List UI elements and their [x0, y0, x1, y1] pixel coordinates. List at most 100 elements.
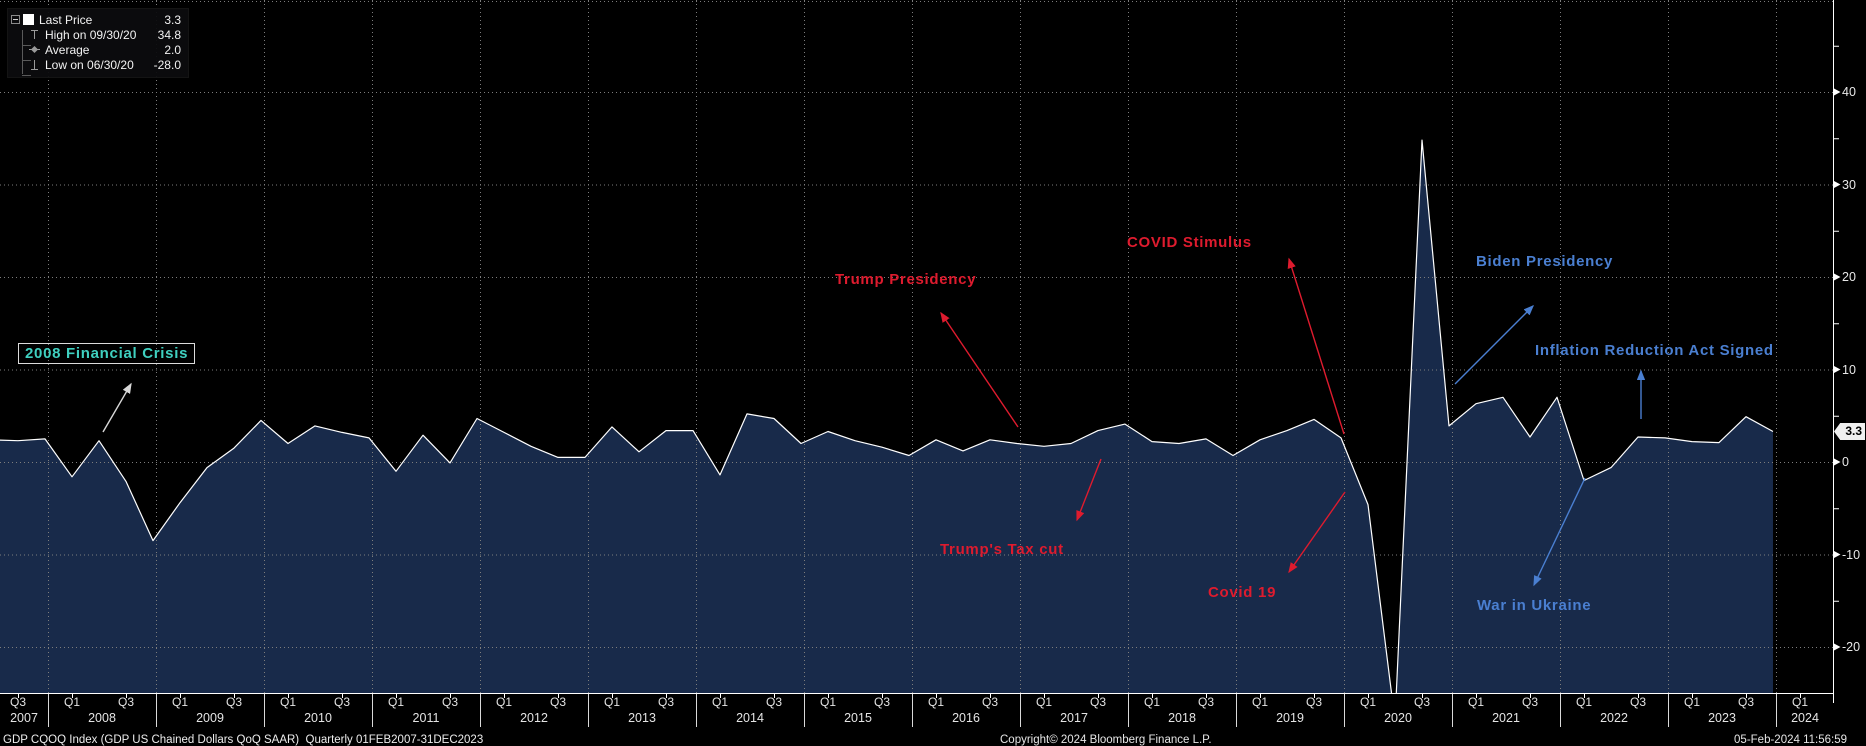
y-tick-label: 0 [1842, 455, 1849, 469]
x-quarter-label: Q3 [1737, 695, 1754, 709]
x-quarter-label: Q1 [1143, 695, 1160, 709]
legend-label: Average [45, 42, 90, 57]
annotation-arrow-war-in-ukraine [1533, 477, 1586, 587]
x-quarter-label: Q3 [225, 695, 242, 709]
x-year-label: 2007 [10, 711, 38, 725]
legend-label: Last Price [39, 12, 93, 27]
legend-row-high[interactable]: High on 09/30/20 34.8 [10, 27, 181, 42]
x-year-label: 2014 [736, 711, 764, 725]
x-quarter-label: Q3 [1413, 695, 1430, 709]
chart-legend[interactable]: Last Price 3.3 High on 09/30/20 34.8 Ave… [7, 8, 189, 78]
x-quarter-label: Q3 [765, 695, 782, 709]
x-quarter-label: Q1 [495, 695, 512, 709]
legend-collapse-icon[interactable] [11, 15, 20, 24]
x-quarter-label: Q3 [1305, 695, 1322, 709]
x-year-label: 2012 [520, 711, 548, 725]
annotation-arrows [102, 257, 1646, 587]
x-year-label: 2019 [1276, 711, 1304, 725]
average-marker-icon [29, 44, 40, 55]
annotation-arrow-trumps-tax-cut [1076, 458, 1102, 522]
legend-value: 34.8 [157, 27, 181, 42]
x-quarter-label: Q3 [117, 695, 134, 709]
x-year-label: 2010 [304, 711, 332, 725]
area-fill [0, 140, 1773, 693]
x-year-label: 2022 [1600, 711, 1628, 725]
annotation-financial-crisis-2008[interactable]: 2008 Financial Crisis [18, 343, 196, 364]
x-quarter-label: Q1 [387, 695, 404, 709]
x-quarter-label: Q3 [657, 695, 674, 709]
annotation-trump-presidency[interactable]: Trump Presidency [835, 271, 977, 288]
annotation-arrow-trump-presidency [940, 311, 1019, 428]
x-quarter-label: Q3 [1521, 695, 1538, 709]
x-year-label: 2020 [1384, 711, 1412, 725]
annotation-war-in-ukraine[interactable]: War in Ukraine [1477, 597, 1592, 614]
annotation-arrow-covid-19 [1288, 491, 1346, 574]
x-quarter-label: Q3 [873, 695, 890, 709]
x-quarter-label: Q1 [1683, 695, 1700, 709]
x-year-label: 2021 [1492, 711, 1520, 725]
x-year-label: 2013 [628, 711, 656, 725]
y-tick-label: 40 [1842, 85, 1856, 99]
x-year-label: 2018 [1168, 711, 1196, 725]
y-tick-label: 10 [1842, 362, 1856, 377]
x-quarter-label: Q1 [1251, 695, 1268, 709]
annotation-trumps-tax-cut[interactable]: Trump's Tax cut [940, 541, 1064, 558]
legend-row-low[interactable]: Low on 06/30/20 -28.0 [10, 57, 181, 72]
x-quarter-label: Q1 [1791, 695, 1808, 709]
legend-tree-line [22, 30, 23, 74]
y-tick-label: -10 [1842, 547, 1861, 562]
annotation-biden-presidency[interactable]: Biden Presidency [1476, 253, 1614, 270]
x-quarter-label: Q1 [927, 695, 944, 709]
x-quarter-label: Q3 [549, 695, 566, 709]
x-quarter-label: Q1 [1035, 695, 1052, 709]
x-quarter-label: Q3 [9, 695, 26, 709]
x-quarter-label: Q3 [441, 695, 458, 709]
legend-row-average[interactable]: Average 2.0 [10, 42, 181, 57]
x-year-label: 2024 [1791, 711, 1819, 725]
legend-value: -28.0 [153, 57, 181, 72]
legend-label: Low on 06/30/20 [45, 57, 134, 72]
gridlines [0, 0, 1833, 693]
legend-label: High on 09/30/20 [45, 27, 137, 42]
x-quarter-label: Q3 [1089, 695, 1106, 709]
x-quarter-label: Q3 [333, 695, 350, 709]
annotation-inflation-reduction-act-signed[interactable]: Inflation Reduction Act Signed [1535, 342, 1774, 359]
x-quarter-label: Q3 [1197, 695, 1214, 709]
axes [0, 0, 1841, 727]
x-quarter-label: Q1 [711, 695, 728, 709]
chart-title-footer: GDP CQOQ Index (GDP US Chained Dollars Q… [3, 734, 484, 746]
x-year-label: 2017 [1060, 711, 1088, 725]
gdp-line [0, 139, 1774, 693]
x-quarter-label: Q1 [1467, 695, 1484, 709]
copyright-text: Copyright© 2024 Bloomberg Finance L.P. [1000, 734, 1212, 746]
annotation-covid-19[interactable]: Covid 19 [1208, 584, 1277, 601]
x-year-label: 2008 [88, 711, 116, 725]
x-quarter-label: Q3 [981, 695, 998, 709]
annotation-arrow-financial-crisis-2008 [102, 382, 132, 433]
x-year-label: 2023 [1708, 711, 1736, 725]
y-tick-label: 20 [1842, 270, 1856, 284]
x-year-label: 2015 [844, 711, 872, 725]
y-tick-label: 30 [1842, 177, 1856, 192]
last-price-swatch-icon [23, 14, 34, 25]
x-quarter-label: Q1 [63, 695, 80, 709]
high-marker-icon [29, 29, 40, 40]
x-quarter-label: Q1 [279, 695, 296, 709]
gdp-area-series [0, 140, 1773, 693]
annotation-arrow-covid-stimulus [1287, 257, 1345, 435]
legend-value: 3.3 [164, 12, 181, 27]
x-quarter-label: Q1 [819, 695, 836, 709]
x-year-label: 2011 [412, 711, 440, 725]
low-marker-icon [29, 59, 40, 70]
legend-value: 2.0 [164, 42, 181, 57]
legend-row-last-price[interactable]: Last Price 3.3 [10, 12, 181, 27]
x-year-label: 2016 [952, 711, 980, 725]
x-year-label: 2009 [196, 711, 224, 725]
annotation-covid-stimulus[interactable]: COVID Stimulus [1127, 234, 1252, 251]
x-quarter-label: Q1 [1575, 695, 1592, 709]
x-quarter-label: Q1 [1359, 695, 1376, 709]
x-quarter-label: Q1 [171, 695, 188, 709]
annotation-arrow-biden-presidency [1454, 305, 1534, 385]
